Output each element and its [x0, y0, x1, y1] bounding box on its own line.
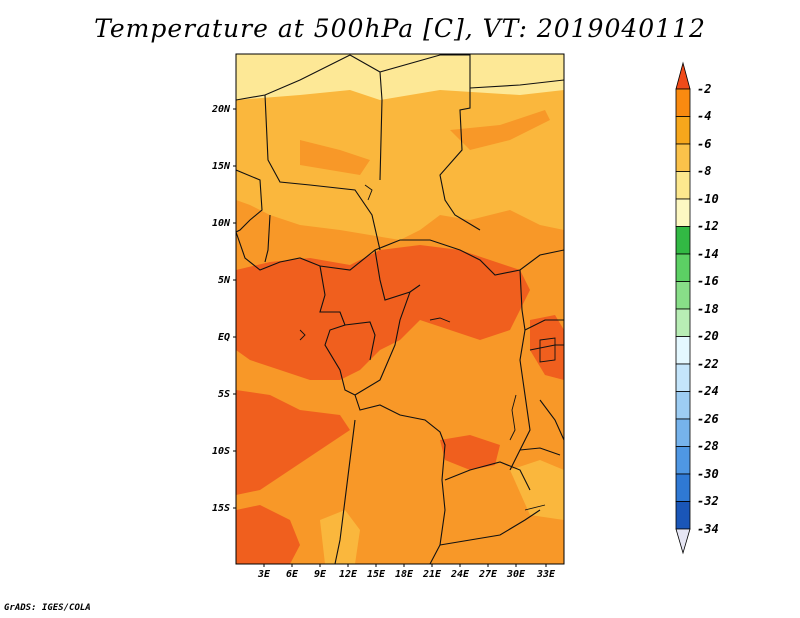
x-tick-label: 24E	[450, 569, 470, 580]
colorbar-label: -2	[697, 82, 711, 96]
colorbar-segment	[675, 446, 691, 475]
field-warm-equatorial	[236, 245, 530, 380]
y-tick-label: 15N	[212, 161, 231, 172]
colorbar-labels: -2 -4 -6 -8 -10 -12 -14 -16 -18 -20 -22 …	[697, 82, 719, 536]
colorbar-label: -14	[697, 247, 719, 261]
colorbar-segment	[675, 473, 691, 502]
x-tick-label: 15E	[367, 569, 386, 580]
x-tick-label: 12E	[339, 569, 358, 580]
y-tick-label: 5N	[218, 275, 231, 286]
y-tick-label: 15S	[212, 503, 230, 514]
colorbar-label: -20	[697, 329, 719, 343]
x-tick-label: 18E	[395, 569, 414, 580]
software-credit: GrADS: IGES/COLA	[4, 603, 91, 613]
x-axis: 3E 6E 9E 12E 15E 18E 21E 24E 27E 30E 33E	[257, 569, 556, 580]
colorbar-label: -32	[697, 494, 719, 508]
colorbar-label: -34	[697, 522, 719, 536]
colorbar-label: -24	[697, 384, 719, 398]
coastlines-lakes	[299, 184, 556, 511]
colorbar-segment	[675, 336, 691, 365]
colorbar-label: -18	[697, 302, 719, 316]
x-tick-label: 3E	[257, 569, 271, 580]
y-ticks	[233, 108, 236, 509]
colorbar-segment	[675, 363, 691, 392]
x-tick-label: 6E	[286, 569, 299, 580]
colorbar-label: -12	[697, 219, 719, 233]
y-tick-label: EQ	[218, 332, 230, 343]
colorbar-segment	[675, 143, 691, 172]
colorbar-label: -26	[697, 412, 719, 426]
x-tick-label: 21E	[422, 569, 442, 580]
colorbar-label: -22	[697, 357, 719, 371]
colorbar-bottom-arrow	[675, 528, 691, 555]
colorbar-label: -6	[697, 137, 711, 151]
x-tick-label: 9E	[314, 569, 327, 580]
y-tick-label: 10S	[212, 446, 230, 457]
colorbar-segment	[675, 308, 691, 337]
field-mid-sahel-2	[450, 110, 550, 150]
colorbar-segment	[675, 171, 691, 200]
map-frame	[235, 53, 565, 565]
country-borders	[236, 54, 564, 564]
colorbar-top-arrow	[675, 61, 691, 90]
y-tick-label: 10N	[212, 218, 231, 229]
field-mid-sahel-1	[300, 140, 370, 175]
colorbar-label: -4	[697, 109, 711, 123]
field-warm-southwest-2	[236, 505, 300, 564]
colorbar-segment	[675, 198, 691, 227]
colorbar-segment	[675, 281, 691, 310]
temperature-field	[236, 54, 564, 564]
field-warm-east	[530, 315, 564, 380]
x-tick-label: 33E	[536, 569, 556, 580]
colorbar-label: -8	[697, 164, 711, 178]
colorbar-label: -16	[697, 274, 719, 288]
x-tick-label: 30E	[506, 569, 526, 580]
colorbar-segment	[675, 501, 691, 530]
field-warm-southwest	[236, 390, 350, 495]
colorbar	[675, 61, 691, 555]
x-ticks	[263, 564, 547, 567]
y-tick-label: 5S	[218, 389, 230, 400]
colorbar-segment	[675, 418, 691, 447]
colorbar-segment	[675, 88, 691, 117]
colorbar-label: -30	[697, 467, 719, 481]
colorbar-segment	[675, 226, 691, 255]
colorbar-label: -28	[697, 439, 719, 453]
chart-title: Temperature at 500hPa [C], VT: 201904011…	[94, 14, 706, 43]
colorbar-label: -10	[697, 192, 719, 206]
colorbar-segment	[675, 391, 691, 420]
y-axis: 20N 15N 10N 5N EQ 5S 10S 15S	[211, 104, 231, 514]
y-tick-label: 20N	[211, 104, 231, 115]
field-cool-southeast	[510, 460, 564, 520]
colorbar-segment	[675, 253, 691, 282]
colorbar-segment	[675, 116, 691, 145]
field-warm-south-central	[440, 435, 500, 470]
x-tick-label: 27E	[478, 569, 498, 580]
